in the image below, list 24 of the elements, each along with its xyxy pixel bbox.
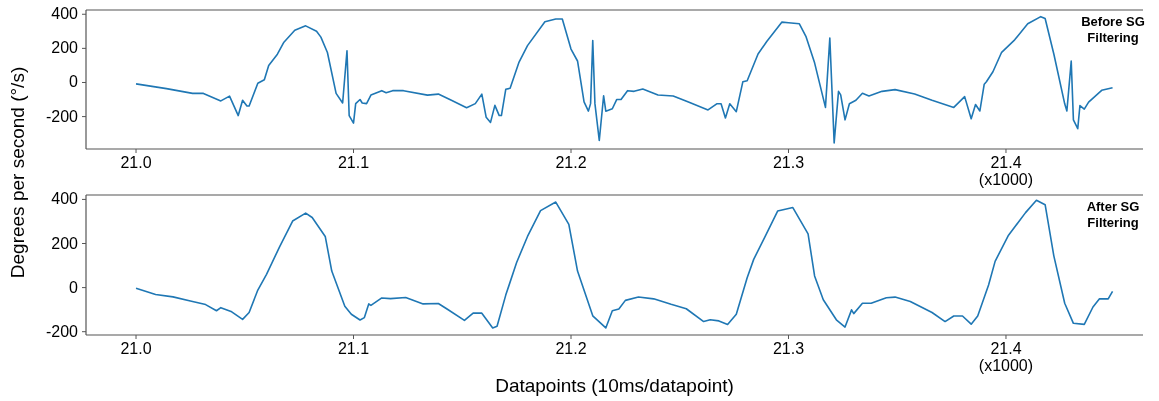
x-tick-label: 21.0 xyxy=(120,154,152,171)
x-tick-label: 21.4 xyxy=(990,154,1022,171)
y-tick-label: 200 xyxy=(51,39,79,57)
y-tick-label: 400 xyxy=(51,5,79,23)
y-axis-title: Degrees per second (°/s) xyxy=(7,66,28,279)
x-axis-title: Datapoints (10ms/datapoint) xyxy=(495,375,734,396)
x-tick-label: 21.2 xyxy=(555,154,587,171)
y-tick-label: 200 xyxy=(51,234,79,252)
text: (x1000) xyxy=(978,171,1034,188)
x-tick-label: 21.4 xyxy=(990,340,1022,357)
y-tick-label: 0 xyxy=(69,73,79,91)
text: After SG Filtering xyxy=(1086,199,1140,230)
x-tick-label: 21.3 xyxy=(772,154,805,171)
x-tick-label: 21.1 xyxy=(337,340,370,357)
x-tick-label: 21.1 xyxy=(337,154,370,171)
y-tick-label: -200 xyxy=(45,107,79,125)
y-tick-label: -200 xyxy=(45,322,79,340)
x-tick-label: 21.0 xyxy=(120,340,152,357)
x-tick-label: 21.3 xyxy=(772,340,805,357)
text: (x1000) xyxy=(978,357,1034,374)
y-tick-label: 0 xyxy=(69,278,79,296)
y-tick-label: 400 xyxy=(51,190,79,208)
x-tick-label: 21.2 xyxy=(555,340,587,357)
text: Before SG Filtering xyxy=(1081,14,1145,45)
